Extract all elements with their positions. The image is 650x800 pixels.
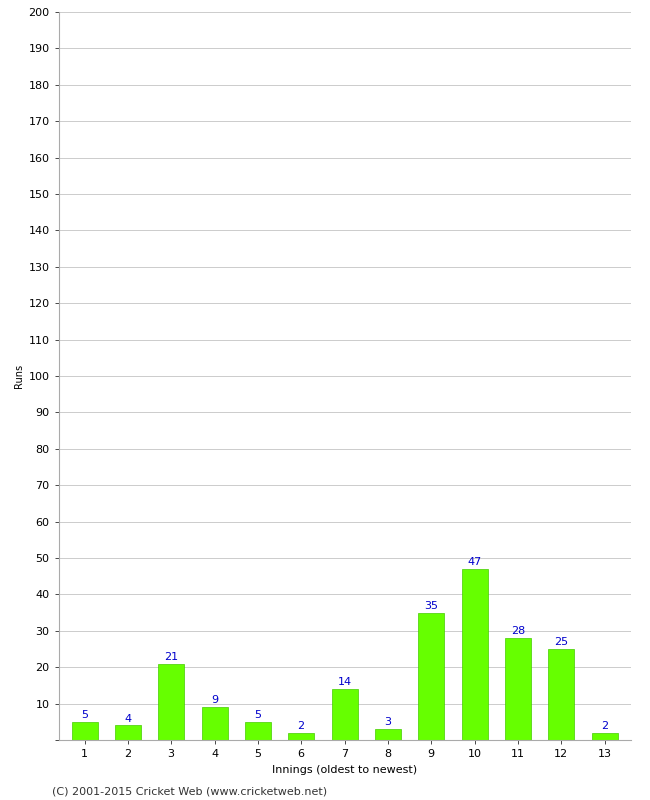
- Bar: [418, 613, 444, 740]
- Text: 25: 25: [554, 637, 568, 647]
- Bar: [115, 726, 141, 740]
- X-axis label: Innings (oldest to newest): Innings (oldest to newest): [272, 765, 417, 774]
- Bar: [288, 733, 314, 740]
- Text: 5: 5: [81, 710, 88, 720]
- Bar: [592, 733, 618, 740]
- Bar: [505, 638, 531, 740]
- Bar: [158, 663, 184, 740]
- Y-axis label: Runs: Runs: [14, 364, 24, 388]
- Text: 9: 9: [211, 695, 218, 706]
- Text: 5: 5: [254, 710, 261, 720]
- Text: 4: 4: [124, 714, 131, 724]
- Bar: [375, 729, 401, 740]
- Bar: [332, 689, 358, 740]
- Text: 47: 47: [467, 557, 482, 567]
- Bar: [202, 707, 228, 740]
- Text: 2: 2: [601, 721, 608, 731]
- Bar: [462, 569, 488, 740]
- Text: 2: 2: [298, 721, 305, 731]
- Bar: [72, 722, 98, 740]
- Text: 14: 14: [337, 678, 352, 687]
- Text: 21: 21: [164, 652, 178, 662]
- Text: (C) 2001-2015 Cricket Web (www.cricketweb.net): (C) 2001-2015 Cricket Web (www.cricketwe…: [52, 786, 327, 796]
- Text: 28: 28: [511, 626, 525, 636]
- Bar: [245, 722, 271, 740]
- Bar: [548, 649, 574, 740]
- Text: 35: 35: [424, 601, 438, 610]
- Text: 3: 3: [384, 718, 391, 727]
